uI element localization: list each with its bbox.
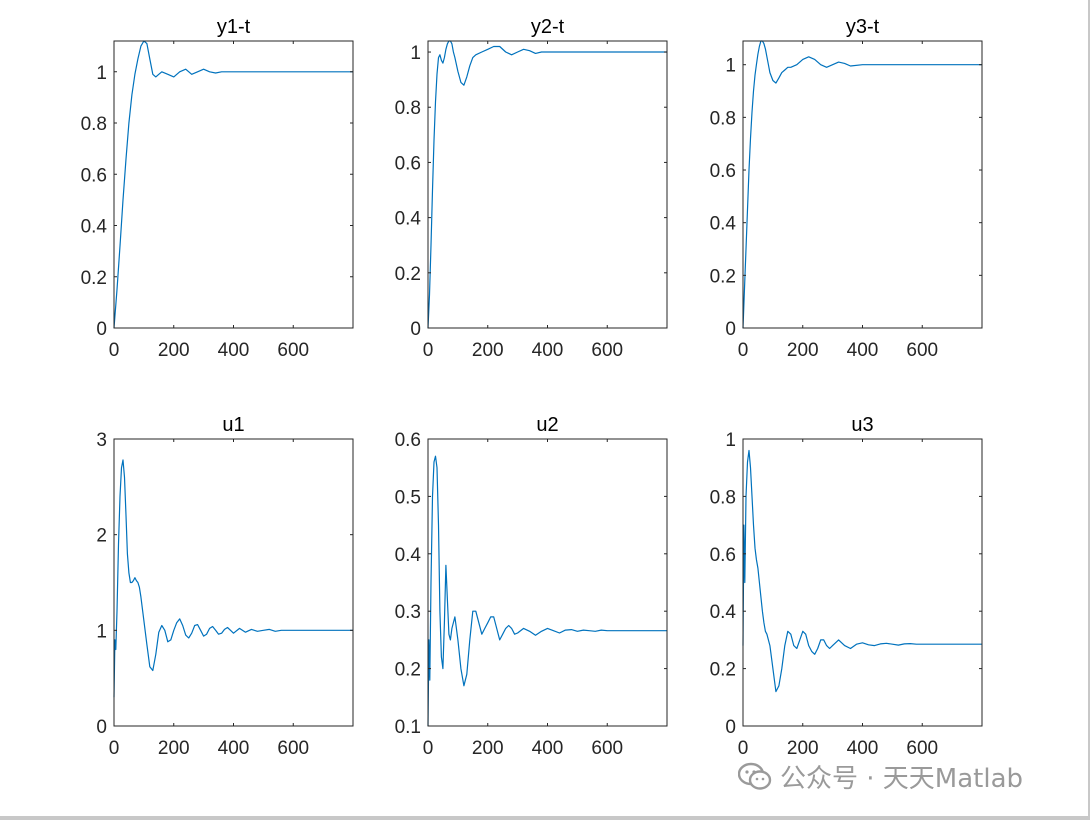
y-tick-label: 0.8 [395, 98, 421, 119]
series-line [427, 40, 667, 329]
y-tick-label: 0 [410, 319, 421, 340]
x-tick-label: 400 [532, 340, 564, 361]
x-tick-label: 0 [738, 738, 749, 759]
y-tick-label: 0.2 [81, 268, 107, 289]
x-tick-label: 600 [906, 340, 938, 361]
y-tick-label: 1 [410, 43, 421, 64]
subplot-6: 0 200 400 600 0 0.2 0.4 0.6 0.8 1 u3 [710, 414, 983, 759]
x-tick-label: 600 [906, 738, 938, 759]
x-tick-label: 600 [277, 340, 309, 361]
x-tick-label: 400 [218, 340, 250, 361]
watermark: 公众号 · 天天Matlab [738, 758, 1023, 795]
x-tick-label: 400 [847, 738, 879, 759]
subplot-title: u1 [222, 414, 244, 436]
x-tick-label: 0 [109, 738, 120, 759]
x-tick-label: 200 [158, 738, 190, 759]
x-tick-label: 400 [218, 738, 250, 759]
subplot-5: 0 200 400 600 0.1 0.2 0.3 0.4 0.5 0.6 u2 [395, 414, 668, 759]
x-tick-label: 0 [109, 340, 120, 361]
axes-box [113, 438, 354, 727]
x-tick-label: 400 [847, 340, 879, 361]
x-tick-label: 600 [591, 340, 623, 361]
subplot-2: 0 200 400 600 0 0.2 0.4 0.6 0.8 1 y2-t [395, 16, 668, 361]
y-tick-label: 1 [96, 621, 107, 642]
y-tick-label: 0.6 [81, 165, 107, 186]
x-tick-label: 200 [158, 340, 190, 361]
y-tick-label: 0.4 [710, 602, 737, 623]
x-tick-label: 200 [472, 738, 504, 759]
subplot-3: 0 200 400 600 0 0.2 0.4 0.6 0.8 1 y3-t [710, 16, 983, 361]
subplot-title: y2-t [531, 16, 565, 38]
y-tick-label: 1 [725, 430, 736, 451]
series-line [427, 455, 667, 727]
series-line [113, 459, 353, 698]
axes-box [113, 40, 354, 329]
y-tick-label: 0.3 [395, 602, 421, 623]
subplot-4: 0 200 400 600 0 1 2 3 u1 [96, 414, 354, 759]
axes-box [742, 40, 983, 329]
y-tick-label: 0.8 [710, 108, 736, 129]
x-tick-label: 200 [472, 340, 504, 361]
window-edge-bottom [0, 816, 1090, 820]
watermark-text: 公众号 · 天天Matlab [780, 764, 1024, 794]
y-tick-label: 0 [96, 319, 107, 340]
y-tick-label: 0.2 [710, 660, 736, 681]
y-tick-label: 0.2 [710, 266, 736, 287]
y-tick-label: 3 [96, 430, 107, 451]
x-tick-label: 200 [787, 340, 819, 361]
y-tick-label: 0.8 [81, 114, 107, 135]
y-tick-label: 0 [725, 717, 736, 738]
y-tick-label: 0.1 [395, 717, 421, 738]
y-tick-label: 0.8 [710, 487, 736, 508]
series-line [113, 40, 353, 329]
y-tick-label: 0.5 [395, 487, 421, 508]
series-line [742, 449, 982, 693]
y-tick-label: 0.6 [395, 153, 421, 174]
y-tick-label: 0.4 [81, 217, 108, 238]
y-tick-label: 0.6 [710, 161, 736, 182]
y-tick-label: 0.2 [395, 264, 421, 285]
subplot-1: 0 200 400 600 0 0.2 0.4 0.6 0.8 1 y1-t [81, 16, 354, 361]
wechat-icon [738, 762, 772, 790]
x-tick-label: 0 [738, 340, 749, 361]
y-tick-label: 0 [725, 319, 736, 340]
subplot-title: u3 [851, 414, 873, 436]
subplot-title: y1-t [217, 16, 251, 38]
y-tick-label: 0.4 [710, 214, 737, 235]
y-tick-label: 2 [96, 526, 107, 547]
x-tick-label: 600 [277, 738, 309, 759]
y-tick-label: 0.4 [395, 545, 422, 566]
y-tick-label: 1 [725, 56, 736, 77]
window-edge-right [1088, 0, 1090, 820]
y-tick-label: 0.6 [710, 545, 736, 566]
y-tick-label: 1 [96, 63, 107, 84]
y-tick-label: 0 [96, 717, 107, 738]
y-tick-label: 0.2 [395, 660, 421, 681]
x-tick-label: 400 [532, 738, 564, 759]
series-line [742, 40, 982, 329]
x-tick-label: 600 [591, 738, 623, 759]
subplot-title: y3-t [846, 16, 880, 38]
x-tick-label: 0 [423, 340, 434, 361]
subplot-title: u2 [536, 414, 558, 436]
y-tick-label: 0.4 [395, 209, 422, 230]
y-tick-label: 0.6 [395, 430, 421, 451]
x-tick-label: 200 [787, 738, 819, 759]
x-tick-label: 0 [423, 738, 434, 759]
